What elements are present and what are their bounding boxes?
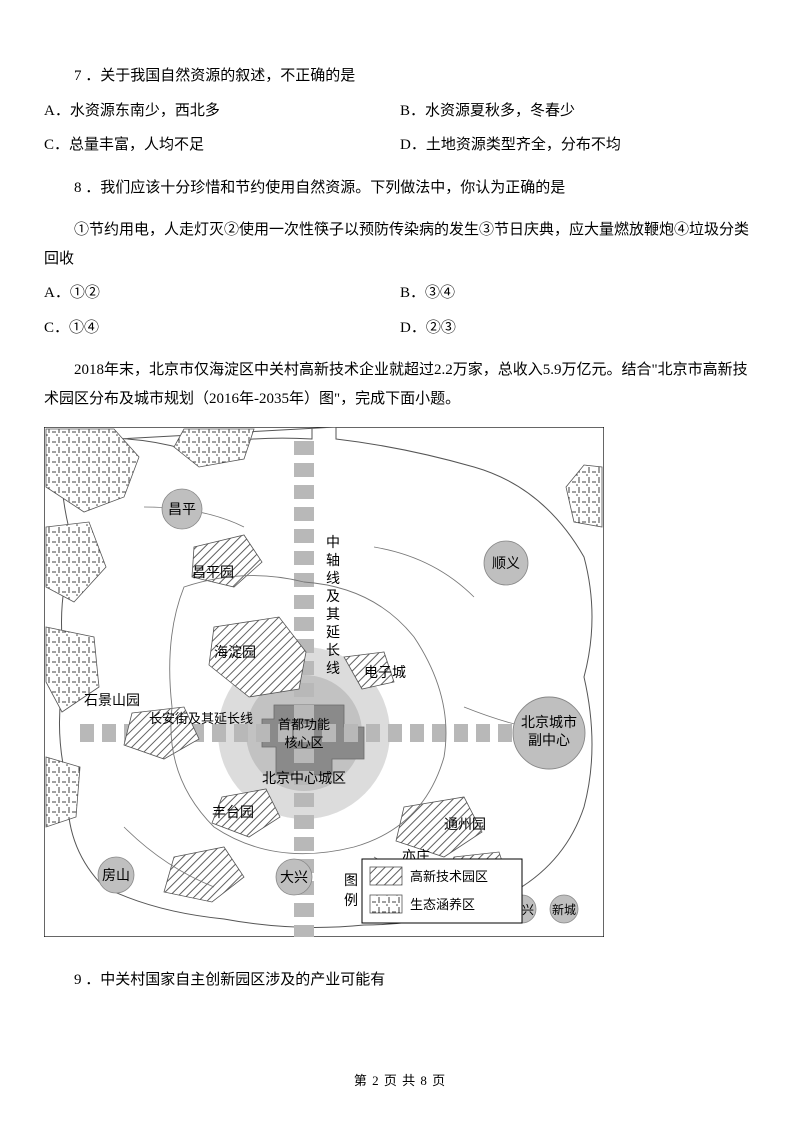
svg-text:新城: 新城 bbox=[552, 902, 576, 917]
q8-option-b: B．③④ bbox=[400, 279, 756, 308]
svg-text:线: 线 bbox=[326, 571, 340, 587]
svg-text:线: 线 bbox=[326, 661, 340, 677]
svg-text:北京中心城区: 北京中心城区 bbox=[262, 771, 346, 787]
q9-stem: 9 ．中关村国家自主创新园区涉及的产业可能有 bbox=[44, 966, 756, 995]
svg-text:昌平: 昌平 bbox=[168, 503, 196, 518]
svg-text:大兴: 大兴 bbox=[280, 870, 308, 886]
q8-options-row2: C．①④ D．②③ bbox=[44, 314, 756, 343]
svg-text:首都功能: 首都功能 bbox=[278, 717, 330, 732]
q7-option-a: A．水资源东南少，西北多 bbox=[44, 97, 400, 126]
beijing-map-diagram: 昌平顺义大兴房山北京城市副中心大兴新城昌平园海淀园石景山园电子城丰台园通州园亦庄… bbox=[44, 427, 604, 937]
q8-option-a: A．①② bbox=[44, 279, 400, 308]
svg-text:房山: 房山 bbox=[102, 868, 130, 884]
svg-text:延: 延 bbox=[326, 625, 340, 641]
q8-option-c: C．①④ bbox=[44, 314, 400, 343]
page-footer: 第 2 页 共 8 页 bbox=[0, 1069, 800, 1094]
svg-text:轴: 轴 bbox=[326, 553, 340, 569]
q8-stem: 8 ．我们应该十分珍惜和节约使用自然资源。下列做法中，你认为正确的是 bbox=[44, 174, 756, 203]
svg-text:顺义: 顺义 bbox=[492, 556, 520, 572]
map-container: 昌平顺义大兴房山北京城市副中心大兴新城昌平园海淀园石景山园电子城丰台园通州园亦庄… bbox=[44, 427, 756, 948]
svg-text:昌平园: 昌平园 bbox=[192, 566, 234, 581]
svg-text:及: 及 bbox=[326, 589, 340, 605]
q7-option-d: D．土地资源类型齐全，分布不均 bbox=[400, 131, 756, 160]
q8-option-d: D．②③ bbox=[400, 314, 756, 343]
q7-option-b: B．水资源夏秋多，冬春少 bbox=[400, 97, 756, 126]
passage-text: 2018年末，北京市仅海淀区中关村高新技术企业就超过2.2万家，总收入5.9万亿… bbox=[44, 356, 756, 413]
q7-options-row2: C．总量丰富，人均不足 D．土地资源类型齐全，分布不均 bbox=[44, 131, 756, 160]
svg-text:通州园: 通州园 bbox=[444, 817, 486, 833]
svg-text:长: 长 bbox=[326, 643, 340, 659]
q8-detail: ①节约用电，人走灯灭②使用一次性筷子以预防传染病的发生③节日庆典，应大量燃放鞭炮… bbox=[44, 216, 756, 273]
svg-text:例: 例 bbox=[344, 893, 358, 909]
svg-text:长安街及其延长线: 长安街及其延长线 bbox=[149, 711, 253, 726]
q7-options-row1: A．水资源东南少，西北多 B．水资源夏秋多，冬春少 bbox=[44, 97, 756, 126]
svg-text:核心区: 核心区 bbox=[284, 735, 323, 750]
svg-text:石景山园: 石景山园 bbox=[84, 693, 140, 709]
svg-text:丰台园: 丰台园 bbox=[212, 805, 254, 821]
svg-text:电子城: 电子城 bbox=[364, 665, 406, 681]
svg-text:其: 其 bbox=[326, 607, 340, 623]
q7-option-c: C．总量丰富，人均不足 bbox=[44, 131, 400, 160]
svg-text:高新技术园区: 高新技术园区 bbox=[410, 869, 488, 884]
svg-text:海淀园: 海淀园 bbox=[214, 645, 256, 661]
q7-stem: 7 ．关于我国自然资源的叙述，不正确的是 bbox=[44, 62, 756, 91]
svg-text:北京城市: 北京城市 bbox=[521, 714, 577, 731]
svg-text:中: 中 bbox=[326, 535, 340, 551]
svg-text:生态涵养区: 生态涵养区 bbox=[410, 897, 475, 912]
svg-text:副中心: 副中心 bbox=[528, 733, 570, 749]
q8-options-row1: A．①② B．③④ bbox=[44, 279, 756, 308]
svg-text:图: 图 bbox=[344, 874, 358, 889]
